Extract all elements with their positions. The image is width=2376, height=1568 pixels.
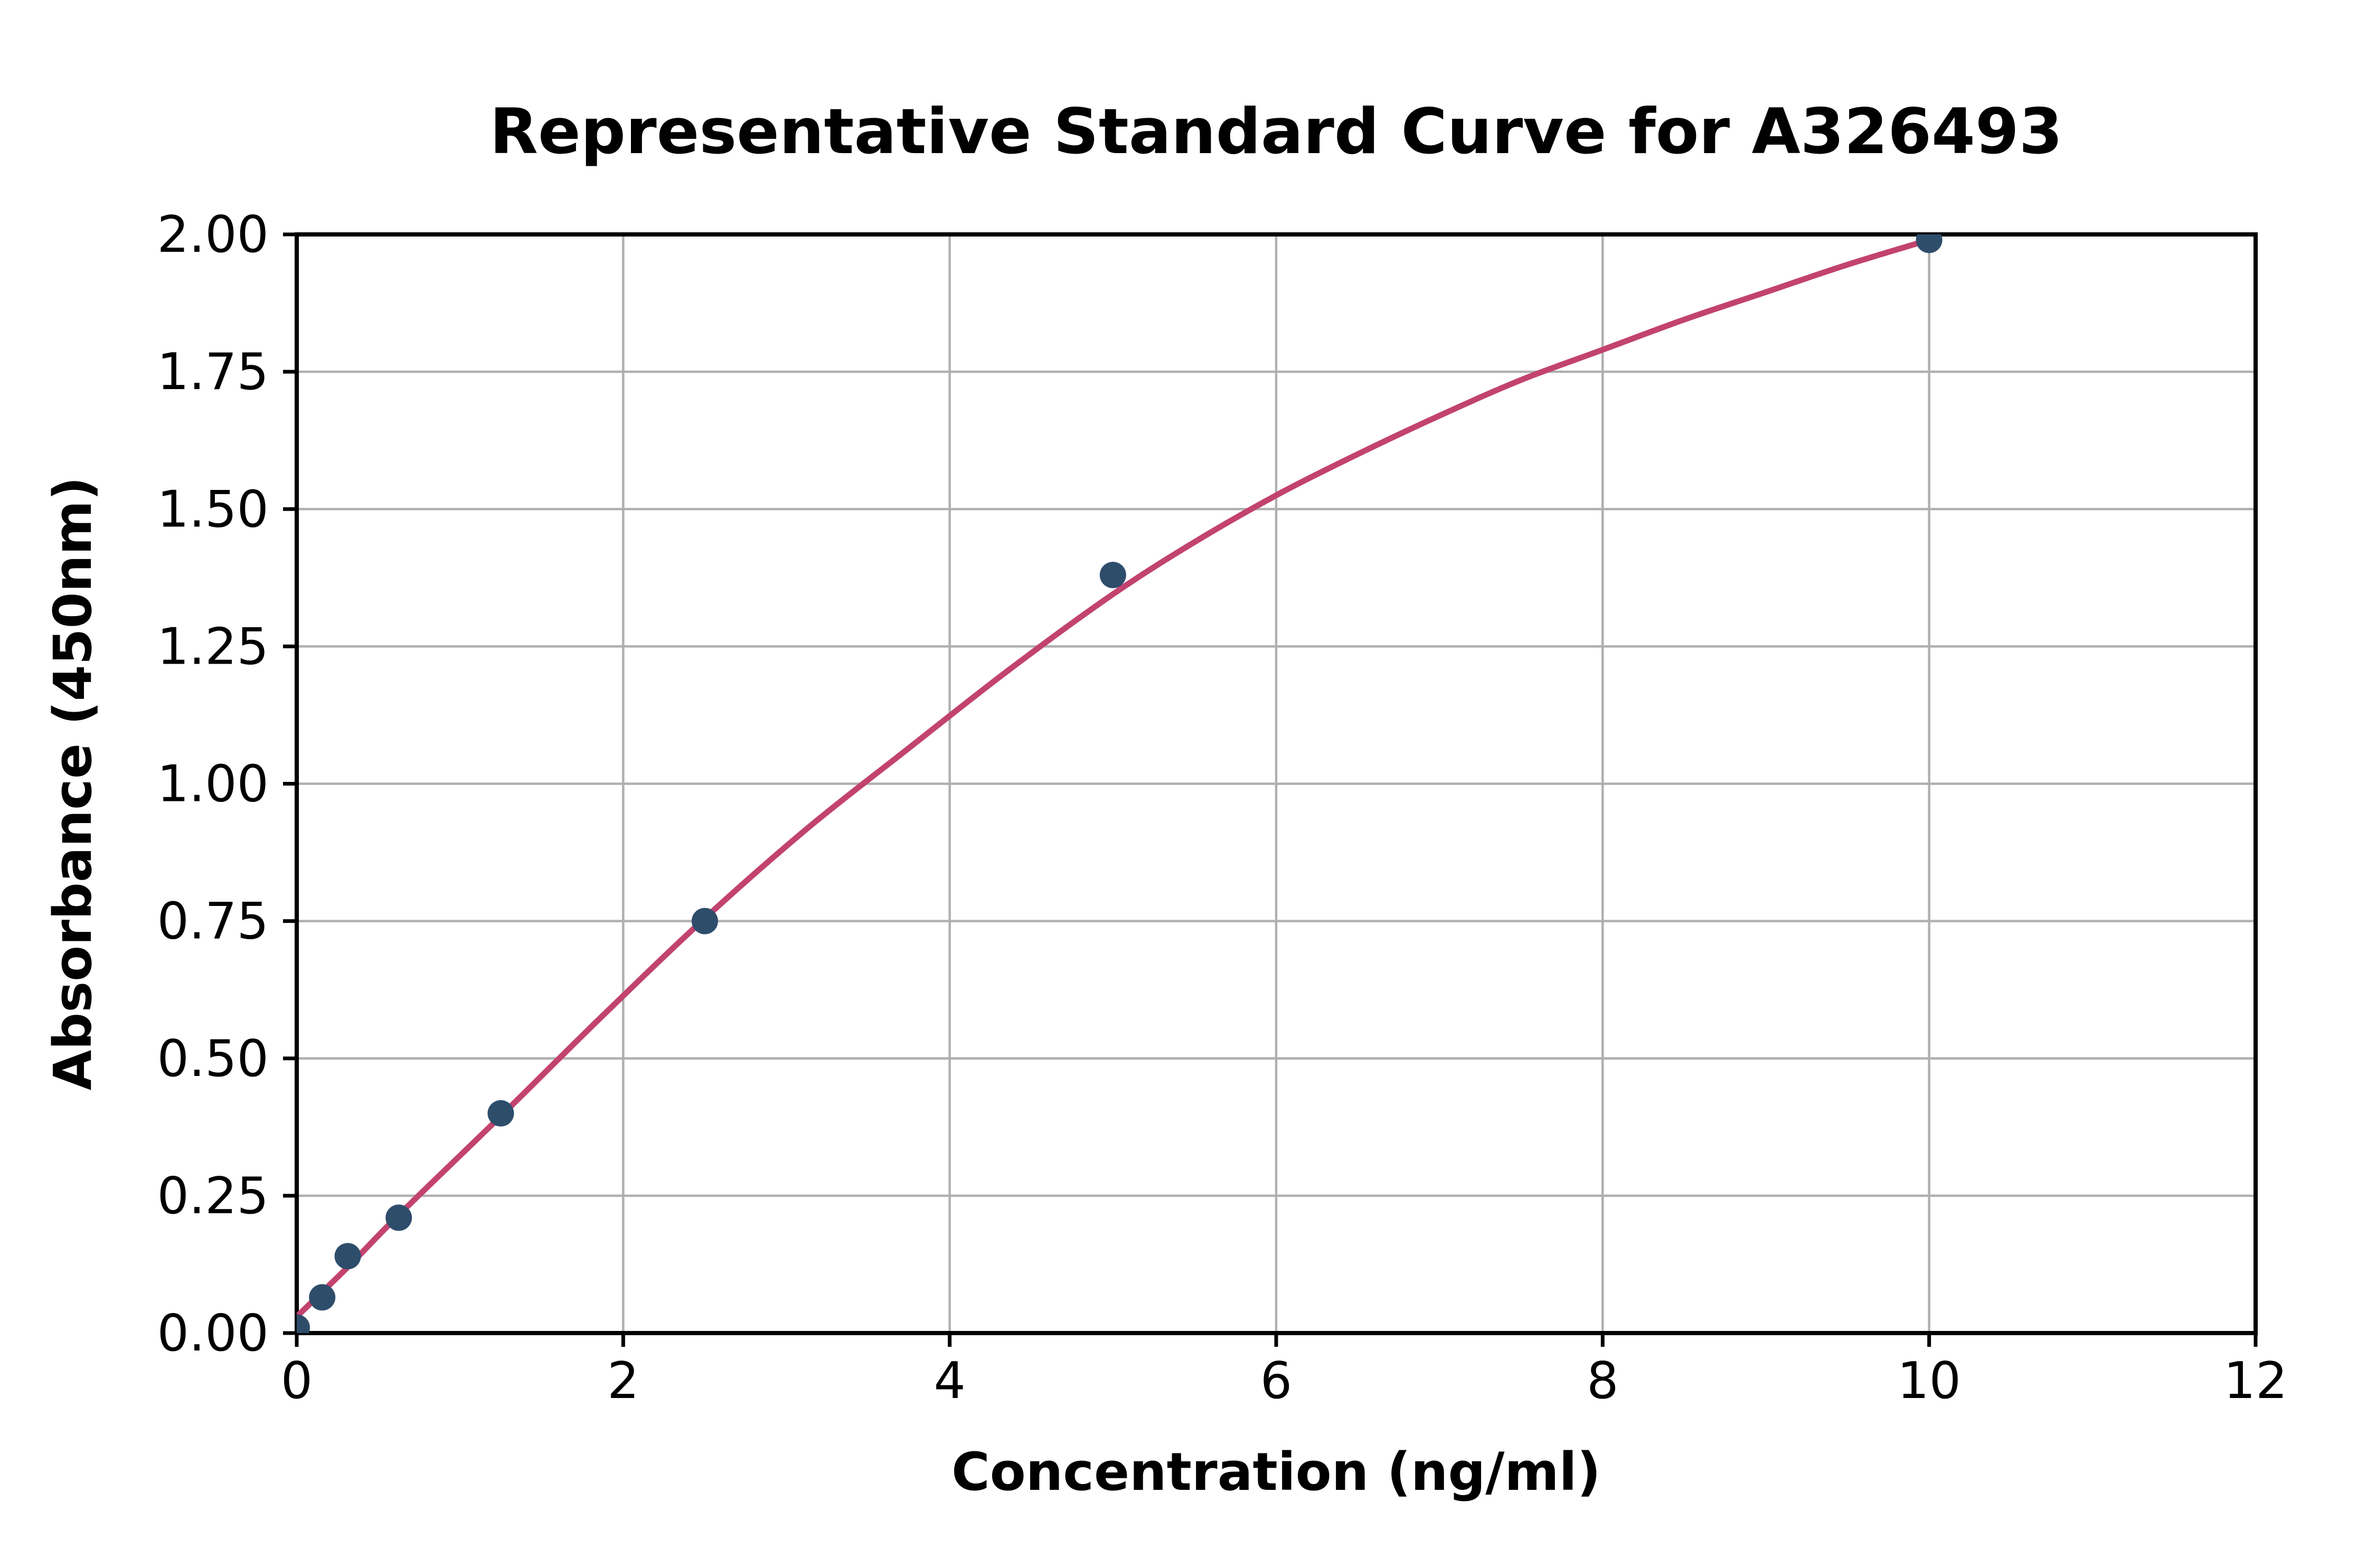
data-point bbox=[1916, 234, 1943, 253]
y-tick-label: 0.75 bbox=[157, 893, 269, 951]
y-tick-label: 2.00 bbox=[157, 206, 269, 264]
data-point bbox=[691, 908, 718, 934]
chart-title: Representative Standard Curve for A32649… bbox=[489, 96, 2062, 168]
y-tick-label: 1.25 bbox=[157, 618, 269, 676]
x-tick-label: 4 bbox=[934, 1352, 965, 1410]
y-tick-label: 0.25 bbox=[157, 1167, 269, 1225]
plot-data-group bbox=[297, 234, 1943, 1333]
data-point bbox=[334, 1243, 361, 1270]
y-tick-label: 1.00 bbox=[157, 755, 269, 814]
y-tick-label: 0.50 bbox=[157, 1030, 269, 1088]
y-tick-label: 1.75 bbox=[157, 343, 269, 401]
y-tick-label: 0.00 bbox=[157, 1305, 269, 1363]
tick-labels-group: 0 2 4 6 8 10 12 0.00 0.25 0.50 0.75 1.00 1.25 1.50 1.7… bbox=[157, 206, 2287, 1410]
gridlines-group bbox=[297, 233, 2257, 1333]
axes-spines bbox=[295, 232, 2258, 1335]
data-point bbox=[297, 1314, 310, 1333]
x-tick-label: 2 bbox=[607, 1352, 639, 1410]
y-tick-label: 1.50 bbox=[157, 480, 269, 539]
x-tick-label: 10 bbox=[1897, 1352, 1961, 1410]
x-tick-label: 8 bbox=[1587, 1352, 1618, 1410]
x-tick-label: 0 bbox=[281, 1352, 313, 1410]
data-point bbox=[487, 1100, 514, 1127]
x-tick-label: 6 bbox=[1260, 1352, 1292, 1410]
data-point bbox=[309, 1284, 336, 1311]
data-point bbox=[1099, 562, 1126, 589]
y-axis-label: Absorbance (450nm) bbox=[43, 477, 103, 1090]
data-point bbox=[385, 1204, 412, 1231]
x-axis-label: Concentration (ng/ml) bbox=[951, 1442, 1601, 1503]
x-tick-label: 12 bbox=[2224, 1352, 2288, 1410]
ticks-group bbox=[283, 232, 2258, 1347]
axes-spines-group bbox=[295, 232, 2258, 1335]
fitted-standard-curve bbox=[297, 237, 1932, 1320]
